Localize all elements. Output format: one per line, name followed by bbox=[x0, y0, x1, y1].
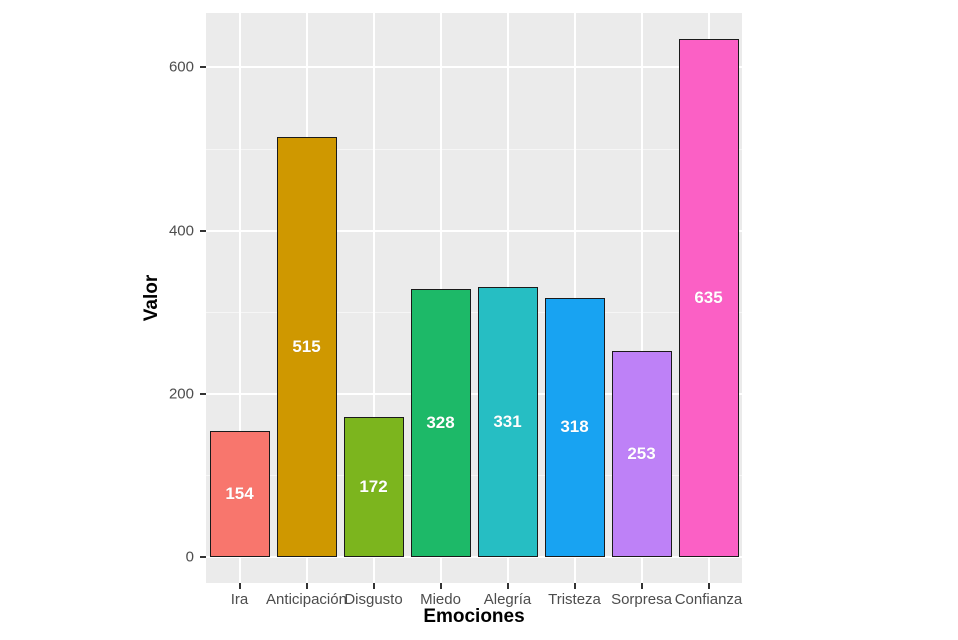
x-tick-label: Tristeza bbox=[548, 591, 601, 608]
x-tick-label: Disgusto bbox=[344, 591, 403, 608]
x-axis-title: Emociones bbox=[423, 606, 525, 627]
grid-major-line bbox=[206, 392, 742, 395]
bar-value-label: 331 bbox=[493, 412, 522, 432]
y-tick-label: 0 bbox=[185, 548, 194, 566]
y-axis-title: Valor bbox=[141, 274, 162, 322]
bar-confianza bbox=[678, 38, 739, 558]
x-tick-mark bbox=[640, 583, 643, 589]
y-tick-label: 200 bbox=[168, 385, 194, 403]
bar-sorpresa bbox=[611, 350, 672, 558]
x-tick-label: Sorpresa bbox=[611, 591, 672, 608]
bar-anticipacion bbox=[276, 136, 337, 558]
y-tick-label: 600 bbox=[168, 58, 194, 76]
y-tick-mark bbox=[200, 229, 206, 232]
x-tick-label: Confianza bbox=[674, 591, 743, 608]
grid-minor-line bbox=[206, 311, 742, 313]
bar-value-label: 635 bbox=[694, 288, 723, 307]
x-tick-mark bbox=[707, 583, 710, 589]
grid-major-line bbox=[206, 556, 742, 559]
bar-value-label: 253 bbox=[627, 443, 656, 463]
grid-vline bbox=[238, 13, 241, 583]
bar-value-label: 515 bbox=[292, 336, 321, 356]
bar-tristeza bbox=[544, 297, 605, 558]
x-tick-mark bbox=[238, 583, 241, 589]
y-tick-mark bbox=[200, 392, 206, 395]
grid-minor-line bbox=[206, 474, 742, 476]
grid-major-line bbox=[206, 66, 742, 69]
bar-value-label: 154 bbox=[225, 484, 254, 504]
x-tick-mark bbox=[439, 583, 442, 589]
x-tick-label: Miedo bbox=[420, 591, 461, 608]
bar-ira bbox=[209, 431, 270, 558]
x-tick-label: Ira bbox=[230, 591, 249, 608]
bar-value-label: 318 bbox=[560, 417, 589, 437]
bar-miedo bbox=[410, 289, 471, 558]
grid-minor-line bbox=[206, 148, 742, 150]
x-tick-mark bbox=[506, 583, 509, 589]
y-tick-mark bbox=[200, 556, 206, 559]
bar-alegria bbox=[477, 286, 538, 558]
x-tick-label: Alegría bbox=[483, 591, 532, 608]
x-tick-label: Anticipación bbox=[266, 591, 347, 608]
y-tick-label: 400 bbox=[168, 222, 194, 240]
grid-major-line bbox=[206, 229, 742, 232]
bar-disgusto bbox=[343, 416, 404, 558]
grid-vline bbox=[640, 13, 643, 583]
chart-panel: 154 515 172 328 331 318 253 635 bbox=[206, 13, 742, 583]
x-tick-mark bbox=[305, 583, 308, 589]
bar-value-label: 328 bbox=[426, 413, 455, 433]
grid-vline bbox=[372, 13, 375, 583]
bar-value-label: 172 bbox=[359, 476, 388, 496]
x-tick-mark bbox=[372, 583, 375, 589]
x-tick-mark bbox=[573, 583, 576, 589]
y-tick-mark bbox=[200, 66, 206, 69]
